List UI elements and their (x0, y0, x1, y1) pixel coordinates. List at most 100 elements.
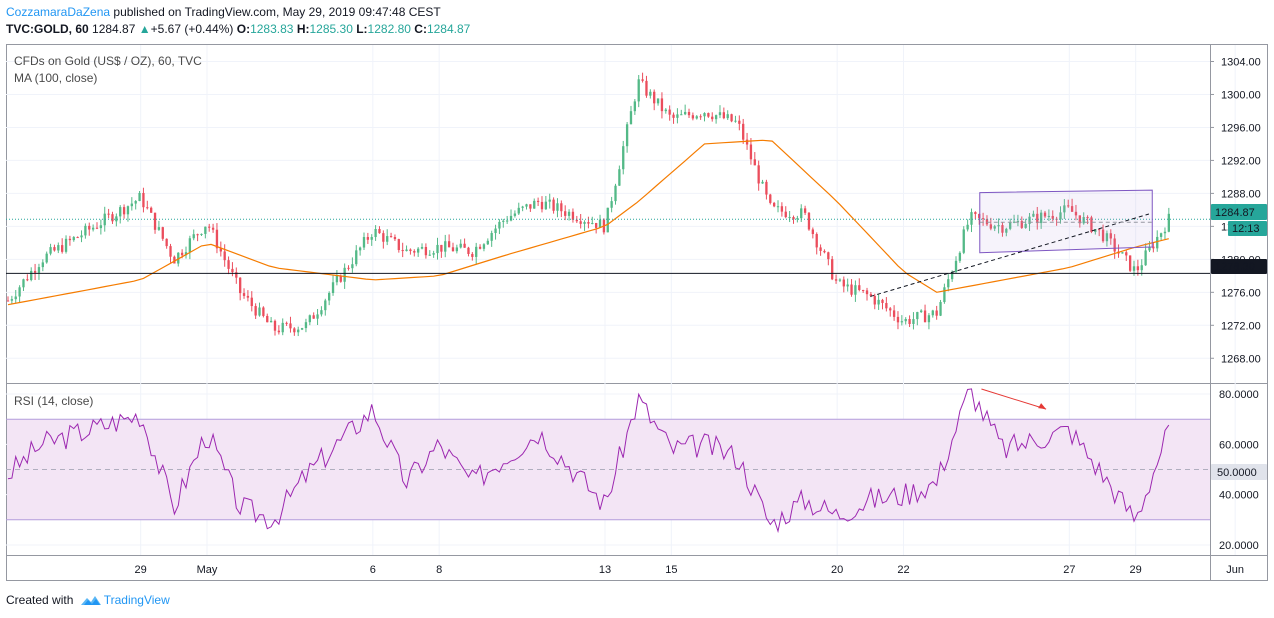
candle-body (625, 124, 629, 147)
candle-body (908, 319, 911, 324)
horizontal-line-tag: 1278.30 (1211, 259, 1267, 274)
footer: Created with TradingView (6, 593, 170, 608)
candle-body (262, 307, 265, 316)
ma-line (7, 139, 1169, 306)
candle-body (1113, 238, 1116, 252)
candle-body (529, 204, 532, 209)
candle-body (962, 229, 965, 253)
candle-body (374, 228, 377, 238)
price-tick-label: 1268.00 (1221, 353, 1261, 365)
time-axis-labels: 29 May 6 8 13 15 20 22 27 29 Jun (135, 564, 1244, 576)
candle-body (614, 185, 617, 202)
candle-body (440, 244, 443, 252)
candle-body (246, 295, 250, 298)
author-link[interactable]: CozzamaraDaZena (6, 5, 111, 19)
candle-body (637, 79, 640, 102)
candle-body (254, 306, 257, 316)
candle-body (76, 237, 79, 239)
open-label: O: (236, 22, 251, 36)
candle-body (401, 250, 404, 252)
tradingview-logo-icon (80, 596, 101, 605)
candle-body (165, 238, 168, 247)
horizontal-line-value: 1278.30 (1215, 261, 1255, 273)
candle-body (293, 328, 296, 333)
candle-body (974, 212, 977, 215)
candle-body (269, 320, 273, 323)
candle-body (1039, 212, 1043, 224)
last-price-value: 1284.87 (1215, 207, 1255, 219)
candle-body (753, 159, 756, 166)
candle-body (308, 315, 311, 323)
candle-body (351, 264, 354, 269)
candle-body (134, 201, 137, 204)
low-value: 1282.80 (367, 22, 411, 36)
candle-body (1001, 225, 1004, 233)
rsi-tick-label: 20.0000 (1219, 540, 1259, 552)
candle-body (873, 295, 876, 305)
candle-body (892, 310, 896, 317)
candle-body (1090, 217, 1093, 233)
candle-body (432, 253, 435, 255)
candle-body (444, 241, 447, 252)
candle-body (796, 218, 799, 220)
time-tick-label: 13 (599, 564, 611, 576)
candle-body (428, 254, 431, 256)
candle-body (343, 267, 346, 282)
candle-body (366, 237, 370, 240)
candle-body (772, 202, 776, 207)
candle-body (18, 287, 21, 297)
candle-body (107, 213, 110, 215)
candle-body (61, 245, 64, 252)
candle-body (57, 245, 60, 251)
candle-body (1144, 250, 1147, 266)
candle-body (10, 299, 14, 301)
candle-body (656, 98, 660, 104)
candle-body (587, 222, 590, 224)
candle-body (567, 211, 571, 216)
candle-body (386, 236, 389, 242)
candle-body (486, 240, 489, 245)
candle-body (838, 279, 842, 281)
candle-body (1159, 233, 1163, 237)
candle-body (420, 246, 424, 249)
candle-body (1036, 213, 1039, 224)
candle-body (157, 227, 161, 230)
candle-body (703, 113, 706, 117)
candle-body (854, 285, 857, 295)
candle-body (1121, 252, 1124, 254)
candle-body (177, 252, 180, 264)
candle-body (734, 120, 737, 122)
candle-body (978, 214, 981, 219)
drawings (6, 189, 1210, 410)
candle-body (451, 247, 455, 252)
candle-body (45, 253, 48, 263)
candle-body (463, 243, 466, 248)
candle-body (757, 165, 760, 184)
candle-body (37, 267, 41, 273)
rsi-tick-label: 60.0000 (1219, 439, 1259, 451)
rsi-last-value: 50.0000 (1217, 467, 1257, 479)
candle-body (68, 238, 72, 241)
candle-body (950, 272, 954, 280)
candle-body (99, 225, 103, 229)
candle-body (382, 233, 385, 242)
candle-body (540, 201, 544, 210)
close-label: C: (414, 22, 427, 36)
candle-body (858, 285, 861, 290)
candle-body (1070, 206, 1074, 212)
candle-body (227, 260, 230, 269)
candle-body (115, 216, 118, 222)
candle-body (823, 250, 826, 253)
tradingview-brand-link[interactable]: TradingView (103, 593, 170, 607)
candle-body (989, 224, 992, 229)
candle-body (591, 222, 594, 224)
price-change: +5.67 (+0.44%) (150, 22, 234, 36)
candle-body (803, 208, 807, 213)
candle-body (64, 238, 68, 252)
candle-body (711, 116, 714, 120)
chart-title: CFDs on Gold (US$ / OZ), 60, TVC (14, 54, 202, 68)
candle-body (583, 222, 586, 224)
rsi-line (7, 388, 1170, 534)
candle-body (633, 101, 637, 112)
